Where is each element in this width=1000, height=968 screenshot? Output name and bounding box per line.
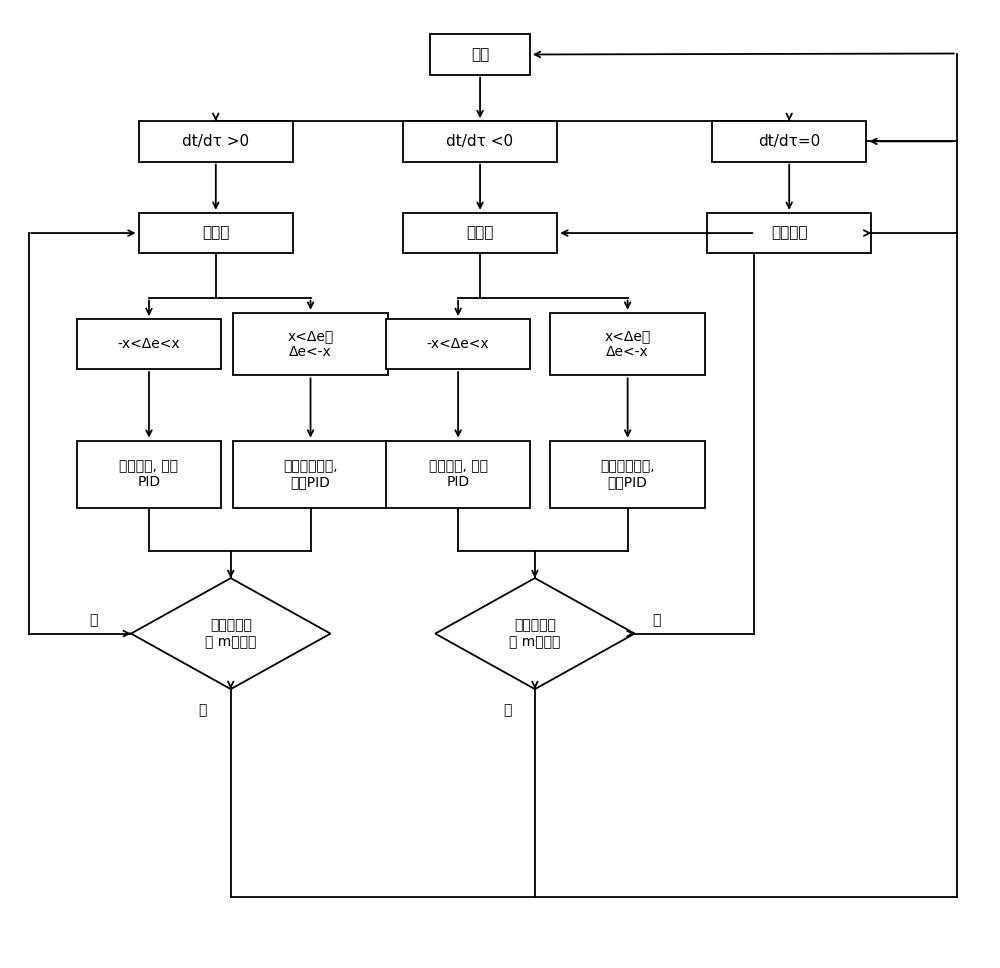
Text: dt/dτ=0: dt/dτ=0 [758, 134, 820, 149]
Polygon shape [131, 578, 330, 689]
FancyBboxPatch shape [712, 121, 866, 162]
Text: 开始: 开始 [471, 47, 489, 62]
FancyBboxPatch shape [430, 34, 530, 75]
Text: 目标温度连
续 m秒未变: 目标温度连 续 m秒未变 [205, 619, 256, 649]
Text: 是: 是 [503, 704, 511, 717]
Text: 否: 否 [89, 613, 97, 627]
Text: dt/dτ <0: dt/dτ <0 [446, 134, 514, 149]
FancyBboxPatch shape [550, 440, 705, 508]
Polygon shape [435, 578, 635, 689]
Text: 否: 否 [652, 613, 661, 627]
Text: 制热侧: 制热侧 [202, 226, 229, 240]
Text: 大阀前馈模糊,
小阀PID: 大阀前馈模糊, 小阀PID [283, 459, 338, 490]
FancyBboxPatch shape [707, 213, 871, 254]
Text: x<Δe或
Δe<-x: x<Δe或 Δe<-x [287, 329, 334, 359]
Text: 大阀前馈, 小阀
PID: 大阀前馈, 小阀 PID [119, 459, 178, 490]
FancyBboxPatch shape [403, 213, 557, 254]
FancyBboxPatch shape [403, 121, 557, 162]
FancyBboxPatch shape [233, 313, 388, 376]
FancyBboxPatch shape [550, 313, 705, 376]
Text: -x<Δe<x: -x<Δe<x [118, 337, 180, 351]
FancyBboxPatch shape [386, 318, 530, 369]
FancyBboxPatch shape [139, 213, 293, 254]
Text: 制冷侧: 制冷侧 [466, 226, 494, 240]
Text: 目标温度连
续 m秒未变: 目标温度连 续 m秒未变 [509, 619, 561, 649]
Text: -x<Δe<x: -x<Δe<x [427, 337, 489, 351]
FancyBboxPatch shape [386, 440, 530, 508]
FancyBboxPatch shape [233, 440, 388, 508]
Text: 大阀前馈模糊,
小阀PID: 大阀前馈模糊, 小阀PID [600, 459, 655, 490]
Text: x<Δe或
Δe<-x: x<Δe或 Δe<-x [605, 329, 651, 359]
Text: 恒温控制: 恒温控制 [771, 226, 807, 240]
Text: 是: 是 [199, 704, 207, 717]
Text: dt/dτ >0: dt/dτ >0 [182, 134, 249, 149]
FancyBboxPatch shape [139, 121, 293, 162]
FancyBboxPatch shape [77, 440, 221, 508]
FancyBboxPatch shape [77, 318, 221, 369]
Text: 大阀前馈, 小阀
PID: 大阀前馈, 小阀 PID [429, 459, 488, 490]
